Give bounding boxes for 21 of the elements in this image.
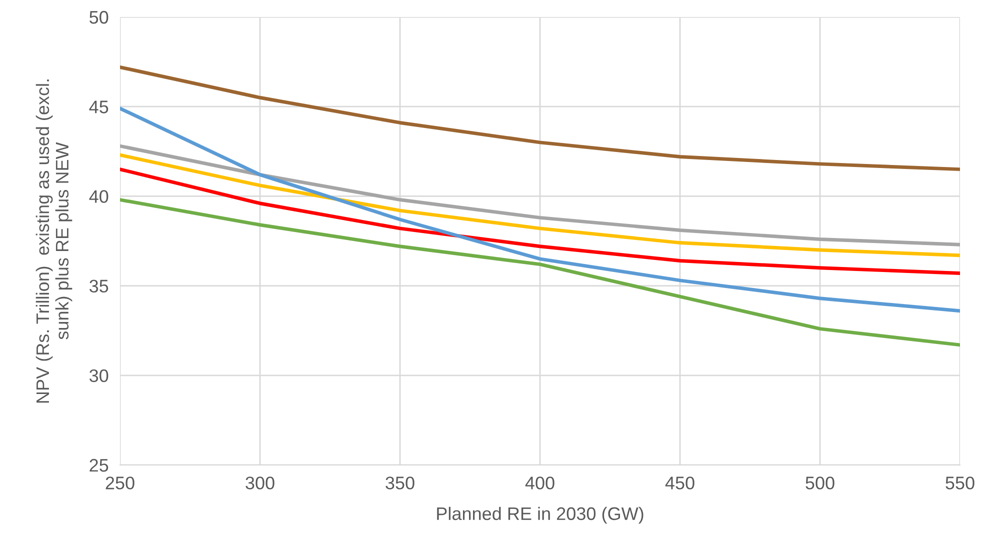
- line-series: [120, 144, 960, 246]
- y-tick-label: 50: [90, 10, 108, 24]
- line-series: [120, 198, 960, 347]
- x-tick-label: 400: [525, 476, 554, 490]
- y-tick-label: 45: [89, 100, 108, 114]
- line-series: [120, 65, 960, 172]
- y-tick-label: 30: [89, 369, 108, 382]
- x-tick-label: 550: [946, 476, 974, 490]
- x-tick-label: 300: [246, 476, 274, 490]
- y-axis-title: NPV (Rs. Trillion) existing as used (excl. sunk) plus RE plus NEW: [36, 80, 72, 403]
- y-tick-label: 25: [90, 458, 108, 472]
- line-series: [120, 153, 960, 258]
- y-tick-label: 35: [89, 280, 108, 293]
- x-axis-title: Planned RE in 2030 (GW): [437, 506, 644, 524]
- x-tick-label: 350: [386, 476, 414, 490]
- y-tick-label: 40: [89, 190, 108, 203]
- line-series: [120, 106, 960, 313]
- x-tick-label: 250: [106, 476, 134, 490]
- x-tick-label: 500: [806, 476, 834, 490]
- x-tick-label: 450: [665, 476, 694, 490]
- line-series: [120, 168, 960, 275]
